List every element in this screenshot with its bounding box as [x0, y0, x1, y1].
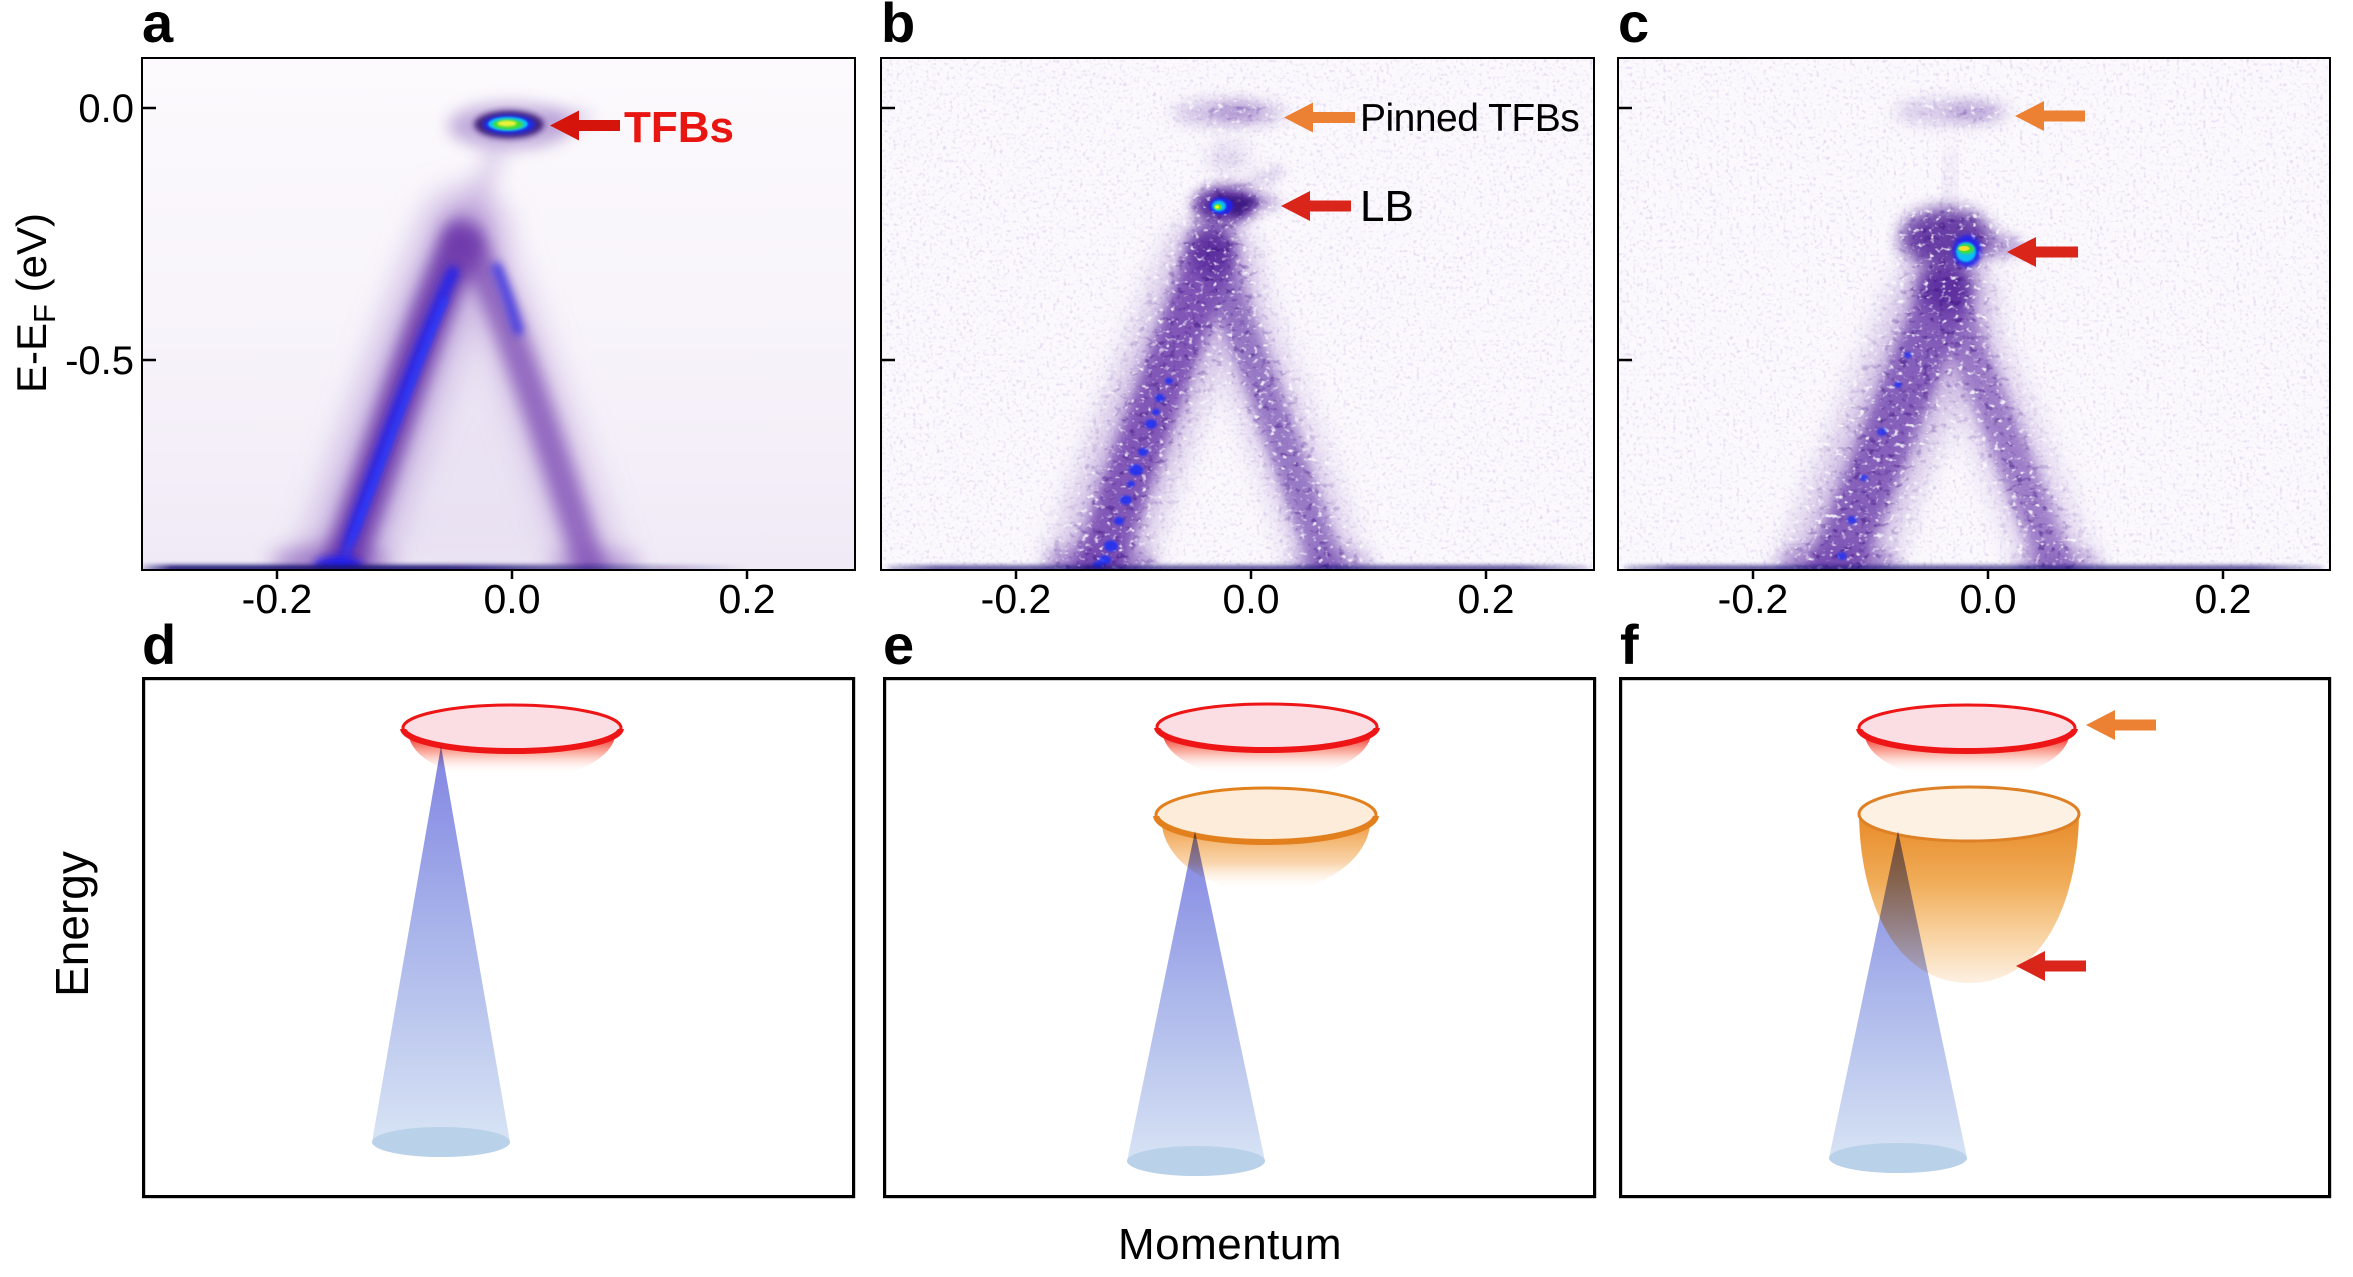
svg-text:-0.5: -0.5: [65, 339, 134, 383]
svg-text:0.2: 0.2: [2195, 576, 2252, 622]
svg-text:Momentum: Momentum: [1118, 1220, 1342, 1269]
svg-text:E-EF (eV): E-EF (eV): [8, 213, 62, 393]
svg-text:0.0: 0.0: [78, 87, 134, 131]
svg-text:LB: LB: [1360, 182, 1414, 231]
svg-text:c: c: [1618, 0, 1649, 54]
svg-text:-0.2: -0.2: [981, 576, 1052, 622]
svg-text:0.0: 0.0: [484, 576, 541, 622]
svg-text:e: e: [883, 613, 914, 676]
svg-text:-0.2: -0.2: [242, 576, 313, 622]
svg-text:TFBs: TFBs: [624, 103, 734, 152]
svg-text:b: b: [881, 0, 915, 54]
svg-text:a: a: [142, 0, 174, 54]
svg-text:Energy: Energy: [46, 851, 98, 997]
svg-text:Pinned TFBs: Pinned TFBs: [1360, 97, 1579, 140]
svg-text:d: d: [142, 613, 176, 676]
svg-text:0.0: 0.0: [1960, 576, 2017, 622]
svg-text:0.2: 0.2: [719, 576, 776, 622]
svg-text:0.2: 0.2: [1458, 576, 1515, 622]
svg-text:-0.2: -0.2: [1718, 576, 1789, 622]
svg-text:f: f: [1620, 613, 1639, 676]
svg-text:0.0: 0.0: [1223, 576, 1280, 622]
